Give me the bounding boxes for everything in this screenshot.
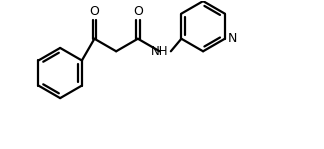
- Text: N: N: [228, 32, 237, 45]
- Text: O: O: [133, 5, 143, 18]
- Text: NH: NH: [151, 45, 168, 58]
- Text: O: O: [89, 5, 99, 18]
